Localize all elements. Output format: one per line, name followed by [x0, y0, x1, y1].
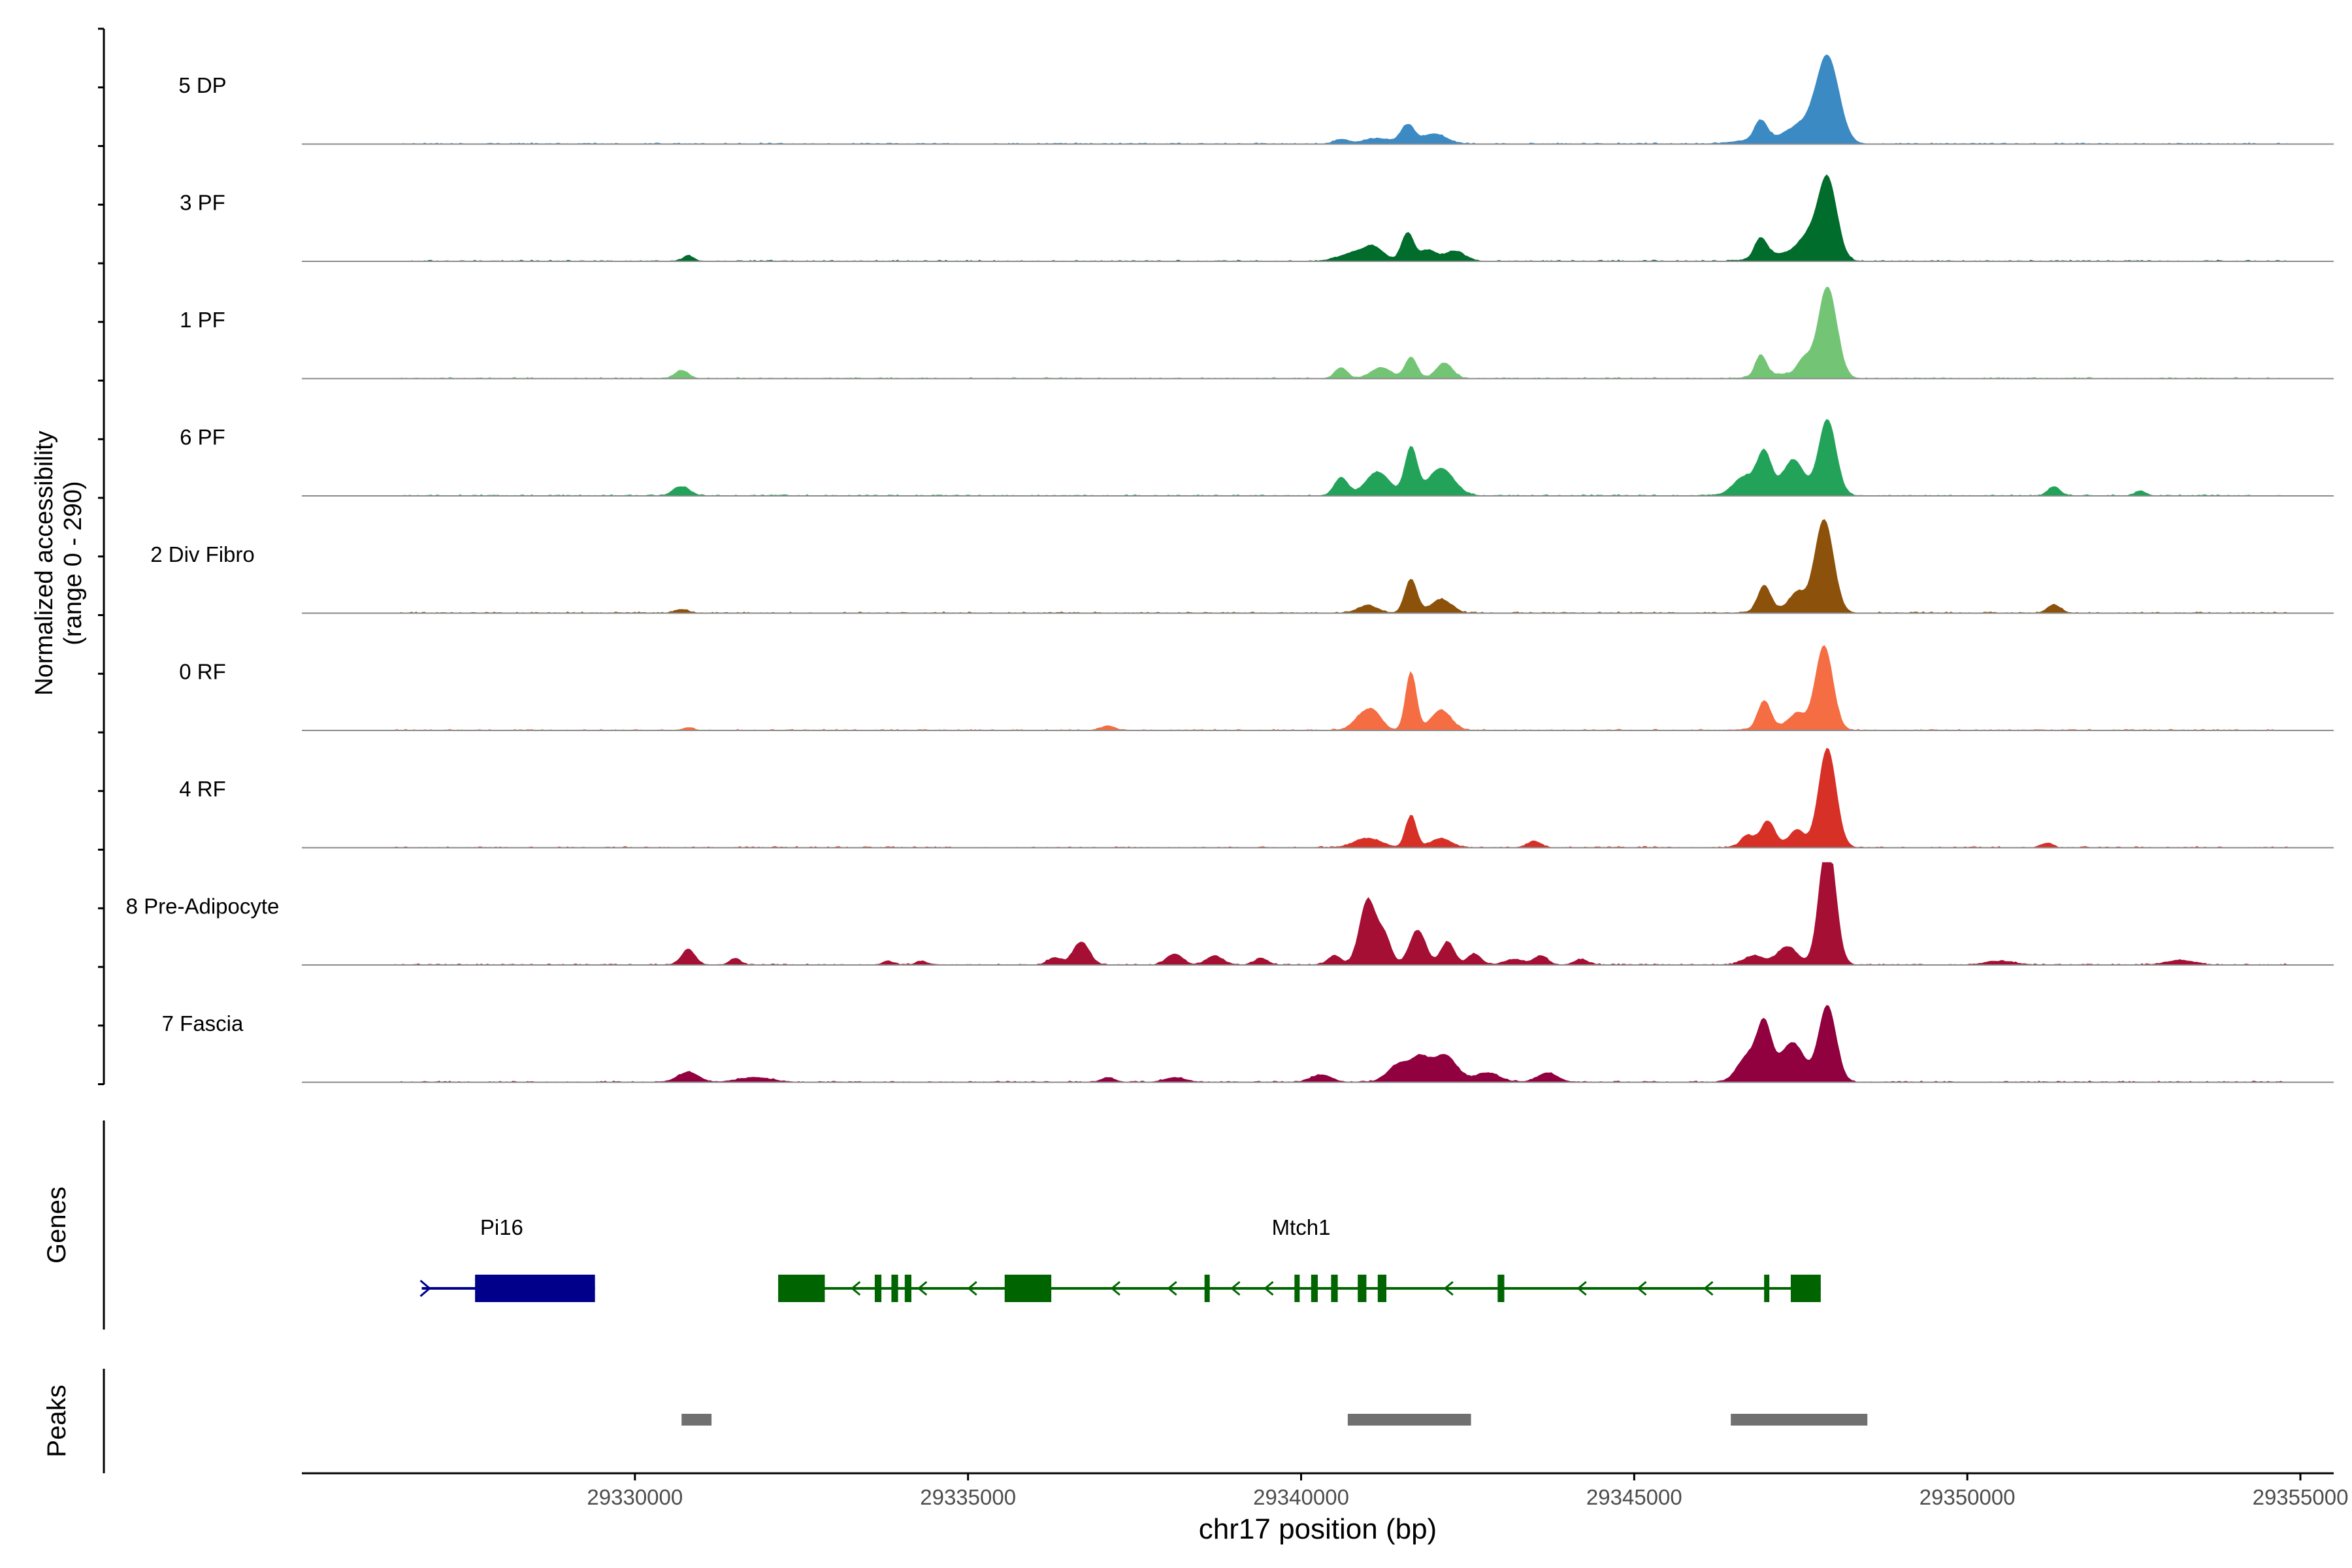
- peak-regions: [681, 1414, 1868, 1426]
- track-label: 8 Pre-Adipocyte: [126, 894, 280, 919]
- gene-exon: [475, 1275, 595, 1302]
- y-axis-title-line1: Normalized accessibility: [31, 431, 58, 695]
- strand-arrow: [1443, 1281, 1454, 1296]
- x-axis-ticks: 29330000 29335000 29340000 29345000 29350000…: [587, 1473, 2348, 1509]
- track-label: 0 RF: [179, 660, 226, 684]
- track-label: 6 PF: [180, 425, 225, 449]
- coverage-area: [395, 174, 2288, 262]
- coverage-area: [395, 862, 2288, 966]
- strand-arrow: [967, 1281, 977, 1296]
- gene-exon: [1331, 1275, 1338, 1302]
- gene-label: Mtch1: [1272, 1215, 1331, 1239]
- coverage-area: [395, 286, 2287, 380]
- peak-region: [1731, 1414, 1868, 1426]
- strand-arrow: [1576, 1281, 1587, 1296]
- strand-arrow: [1230, 1281, 1241, 1296]
- coverage-area: [395, 1005, 2287, 1083]
- gene-exon: [1204, 1275, 1210, 1302]
- x-tick-label: 29340000: [1253, 1485, 1349, 1509]
- gene-exon: [1764, 1275, 1770, 1302]
- track-label: 5 DP: [178, 73, 226, 97]
- genes-panel-label: Genes: [42, 1186, 71, 1264]
- peaks-panel-label: Peaks: [42, 1384, 71, 1457]
- x-tick-label: 29355000: [2253, 1485, 2349, 1509]
- track-label: 3 PF: [180, 191, 225, 215]
- strand-arrow: [1637, 1281, 1647, 1296]
- strand-arrow: [419, 1279, 431, 1298]
- gene-exon: [1311, 1275, 1318, 1302]
- x-tick-label: 29335000: [920, 1485, 1016, 1509]
- gene-exon: [778, 1275, 825, 1302]
- gene-exon: [904, 1275, 911, 1302]
- track-label: 7 Fascia: [162, 1011, 244, 1036]
- gene-exon: [1358, 1275, 1367, 1302]
- coverage-y-ticks: [98, 27, 104, 1085]
- strand-arrow: [1167, 1281, 1177, 1296]
- strand-arrow: [1264, 1281, 1274, 1296]
- strand-arrow: [917, 1281, 928, 1296]
- strand-arrow: [1110, 1281, 1120, 1296]
- gene-exon: [1790, 1275, 1821, 1302]
- track-label: 2 Div Fibro: [150, 542, 255, 566]
- coverage-area: [394, 54, 2288, 145]
- coverage-tracks: [302, 54, 2334, 1083]
- gene-exon: [1377, 1275, 1387, 1302]
- y-axis-title-line2: (range 0 - 290): [59, 481, 87, 645]
- gene-exon: [874, 1275, 882, 1302]
- x-tick-label: 29330000: [587, 1485, 683, 1509]
- gene-exon: [1497, 1275, 1505, 1302]
- gene-exon: [1004, 1275, 1052, 1302]
- track-labels: 5 DP 3 PF 1 PF 6 PF 2 Div Fibro 0 RF 4 RF 8 Pre…: [126, 73, 280, 1036]
- coverage-area: [395, 747, 2288, 849]
- strand-arrow: [850, 1281, 861, 1296]
- gene-label: Pi16: [480, 1215, 523, 1239]
- coverage-area: [395, 645, 2287, 731]
- x-tick-label: 29345000: [1586, 1485, 1682, 1509]
- strand-arrow: [1703, 1281, 1714, 1296]
- peak-region: [681, 1414, 712, 1426]
- x-axis-title: chr17 position (bp): [1199, 1513, 1437, 1545]
- peak-region: [1347, 1414, 1471, 1426]
- track-label: 1 PF: [180, 308, 225, 332]
- gene-exon: [1294, 1275, 1300, 1302]
- track-label: 4 RF: [179, 777, 226, 801]
- gene-models: Pi16 Mtch1: [419, 1215, 1821, 1302]
- coverage-area: [394, 519, 2288, 614]
- coverage-area: [395, 419, 2288, 497]
- gene-exon: [891, 1275, 898, 1302]
- x-tick-label: 29350000: [1919, 1485, 2016, 1509]
